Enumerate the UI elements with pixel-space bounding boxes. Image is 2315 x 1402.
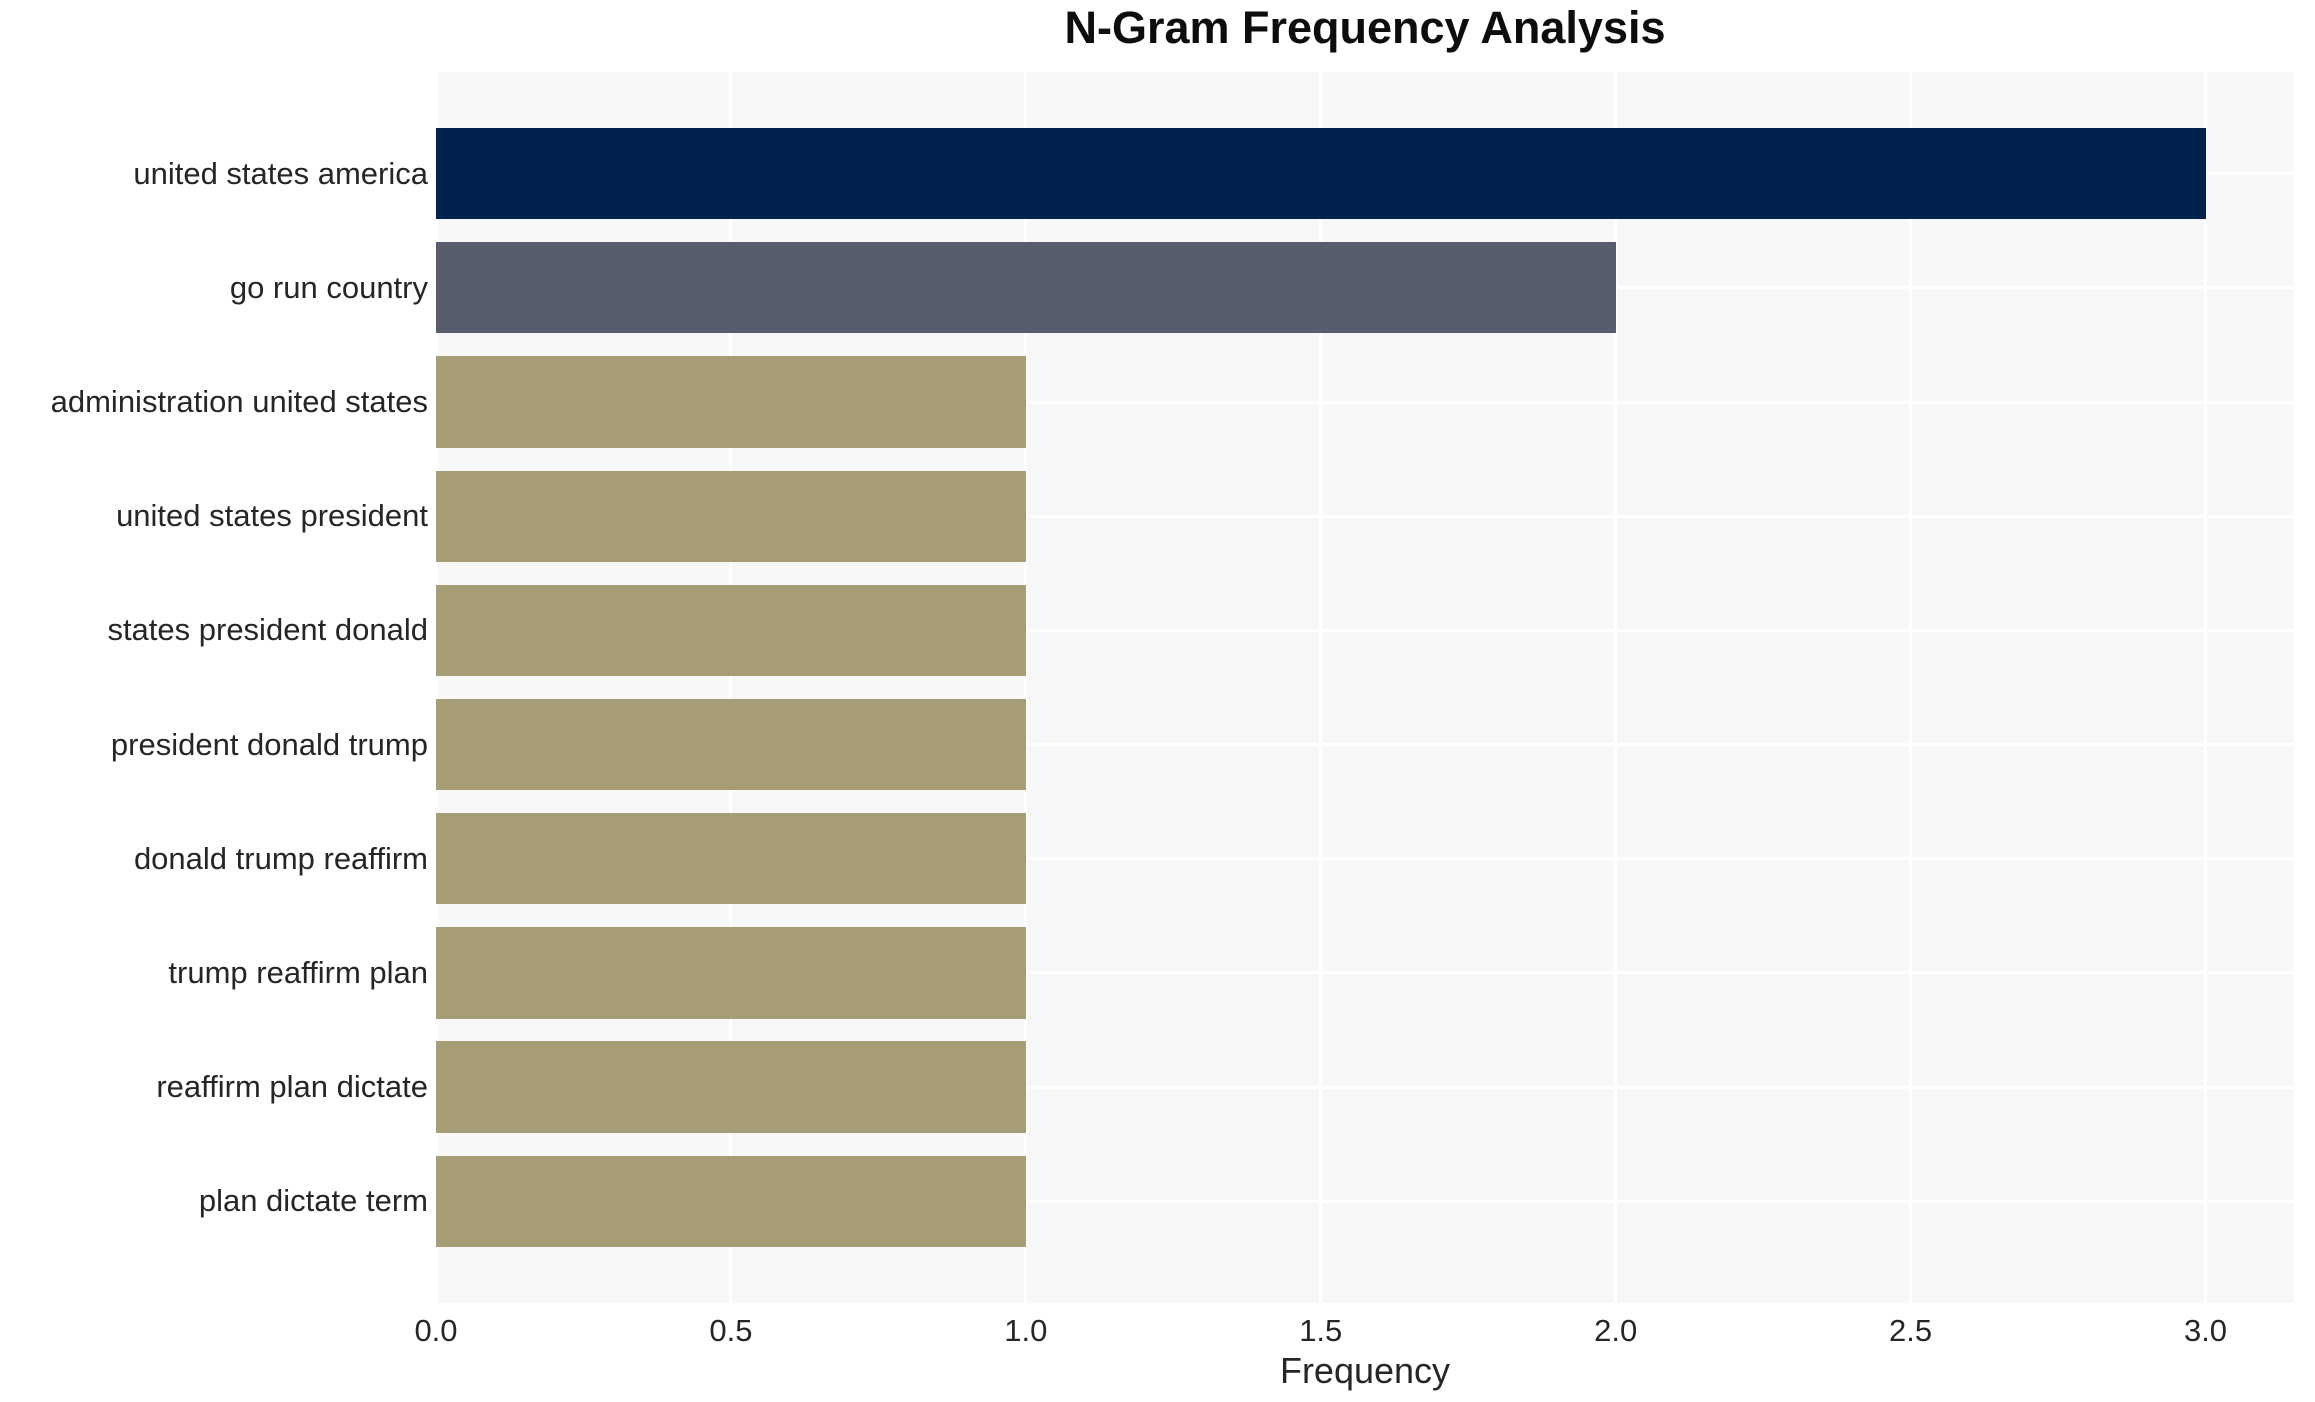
y-tick-label: trump reaffirm plan	[168, 954, 428, 990]
bar-united-states-president	[436, 470, 1026, 562]
x-tick-label: 2.0	[1594, 1313, 1638, 1348]
h-gridline	[436, 400, 2294, 404]
h-gridline	[436, 514, 2294, 518]
x-tick-label: 0.5	[709, 1313, 753, 1348]
bar-go-run-country	[436, 242, 1616, 334]
x-tick-label: 0.0	[414, 1313, 458, 1348]
h-gridline	[436, 971, 2294, 975]
plot-area	[434, 72, 2294, 1303]
v-gridline	[1614, 72, 1618, 1303]
y-tick-label: go run country	[229, 269, 428, 305]
x-axis-label: Frequency	[1279, 1350, 1451, 1391]
h-gridline	[436, 1199, 2294, 1203]
bar-trump-reaffirm-plan	[436, 927, 1026, 1019]
y-tick-label: plan dictate term	[198, 1183, 428, 1219]
bar-united-states-america	[436, 127, 2206, 220]
x-tick-label: 3.0	[2183, 1313, 2228, 1348]
y-tick-label: reaffirm plan dictate	[156, 1069, 428, 1105]
bar-reaffirm-plan-dictate	[436, 1041, 1026, 1133]
h-gridline	[436, 743, 2294, 747]
h-gridline	[436, 628, 2294, 632]
chart-title: N-Gram Frequency Analysis	[1064, 2, 1666, 53]
h-gridline	[436, 1085, 2294, 1089]
bar-president-donald-trump	[436, 698, 1026, 791]
v-gridline	[434, 72, 438, 1303]
v-gridline	[729, 72, 733, 1303]
y-tick-label: administration united states	[50, 384, 428, 420]
x-tick-label: 2.5	[1889, 1313, 1933, 1348]
h-gridline	[436, 857, 2294, 861]
bar-donald-trump-reaffirm	[436, 813, 1026, 905]
x-tick-label: 1.5	[1299, 1313, 1343, 1348]
v-gridline	[1319, 72, 1323, 1303]
bar-administration-united-states	[436, 356, 1026, 448]
v-gridline	[1024, 72, 1028, 1303]
x-tick-label: 1.0	[1004, 1313, 1048, 1348]
v-gridline	[2204, 72, 2208, 1303]
y-tick-label: donald trump reaffirm	[133, 840, 428, 876]
y-tick-label: states president donald	[107, 612, 428, 648]
y-tick-label: united states america	[133, 155, 428, 191]
y-tick-label: united states president	[116, 498, 428, 534]
y-tick-label: president donald trump	[110, 726, 428, 762]
v-gridline	[1909, 72, 1913, 1303]
bar-states-president-donald	[436, 584, 1026, 677]
bar-plan-dictate-term	[436, 1155, 1026, 1248]
